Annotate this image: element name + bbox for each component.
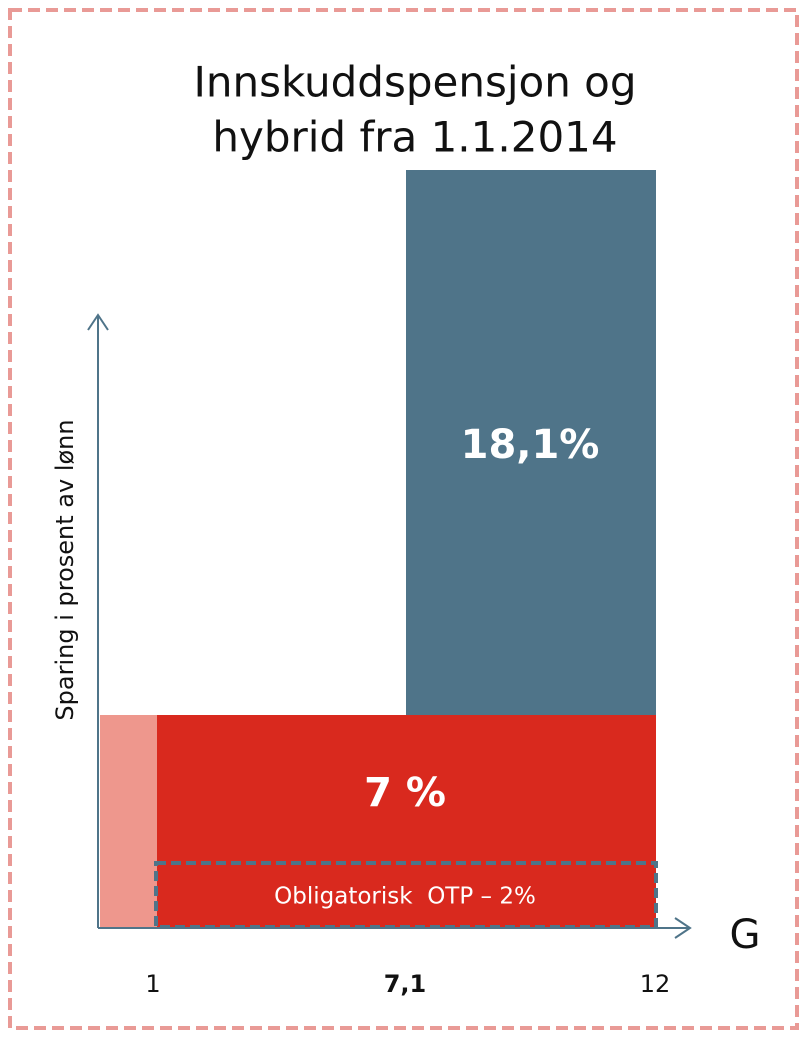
lower-label: 7 % (364, 770, 446, 816)
x-label: 7,1 (384, 970, 427, 998)
lower-block (157, 715, 656, 928)
low-income-block (100, 715, 157, 928)
x-label: 12 (640, 970, 671, 998)
title-line: hybrid fra 1.1.2014 (212, 113, 617, 162)
x-axis-label: G (730, 912, 761, 958)
frame (8, 8, 799, 1030)
y-axis-label: Sparing i prosent av lønn (51, 419, 79, 720)
mandatory-label: Obligatorisk OTP – 2% (274, 884, 536, 910)
upper-block (406, 170, 656, 715)
upper-label: 18,1% (461, 422, 600, 468)
y-arrow (87, 313, 109, 331)
x-label: 1 (145, 970, 160, 998)
x-arrow (674, 917, 692, 939)
title-line: Innskuddspensjon og (193, 58, 636, 107)
